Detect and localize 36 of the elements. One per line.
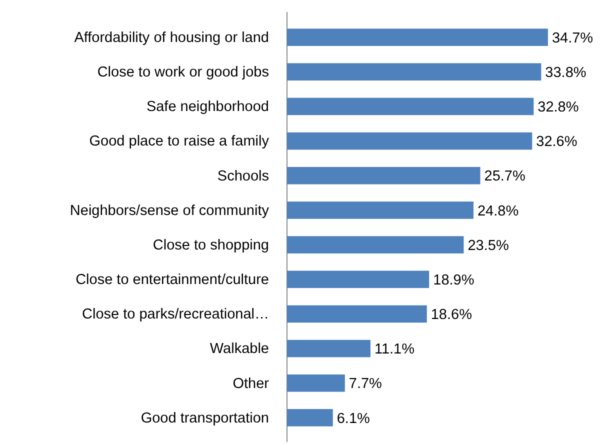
bar (287, 98, 534, 116)
data-label: 23.5% (468, 238, 509, 254)
y-tick-label: Other (232, 376, 270, 392)
data-label: 18.6% (430, 307, 472, 324)
data-label: 6.1% (336, 410, 370, 427)
y-tick-label: Close to entertainment/culture (76, 272, 269, 288)
bar (287, 374, 345, 392)
y-tick-label: Walkable (210, 341, 269, 358)
bar (287, 132, 532, 150)
bar (287, 340, 370, 358)
data-label: 11.1% (374, 342, 415, 358)
data-label: 34.7% (552, 30, 594, 46)
y-tick-label: Schools (217, 168, 269, 184)
bar (287, 236, 464, 254)
data-label: 24.8% (477, 203, 519, 220)
data-label: 7.7% (348, 376, 382, 392)
bar (287, 202, 474, 219)
data-label: 33.8% (545, 64, 586, 81)
bar (287, 63, 542, 81)
y-tick-label: Close to work or good jobs (97, 64, 269, 81)
y-tick-label: Safe neighborhood (146, 99, 269, 116)
data-label: 25.7% (484, 168, 526, 185)
bar (287, 305, 427, 323)
y-tick-label: Good place to raise a family (89, 134, 270, 150)
bar (287, 28, 548, 46)
y-tick-label: Good transportation (140, 410, 269, 426)
y-tick-label: Neighbors/sense of community (70, 202, 270, 219)
bar (287, 409, 333, 426)
bar (287, 270, 430, 288)
bar (287, 166, 480, 184)
data-label: 18.9% (433, 272, 474, 288)
y-tick-label: Affordability of housing or land (74, 30, 269, 46)
data-label: 32.8% (538, 100, 579, 116)
y-tick-label: Close to parks/recreational… (82, 306, 269, 323)
y-tick-label: Close to shopping (152, 237, 269, 254)
data-label: 32.6% (536, 134, 578, 150)
